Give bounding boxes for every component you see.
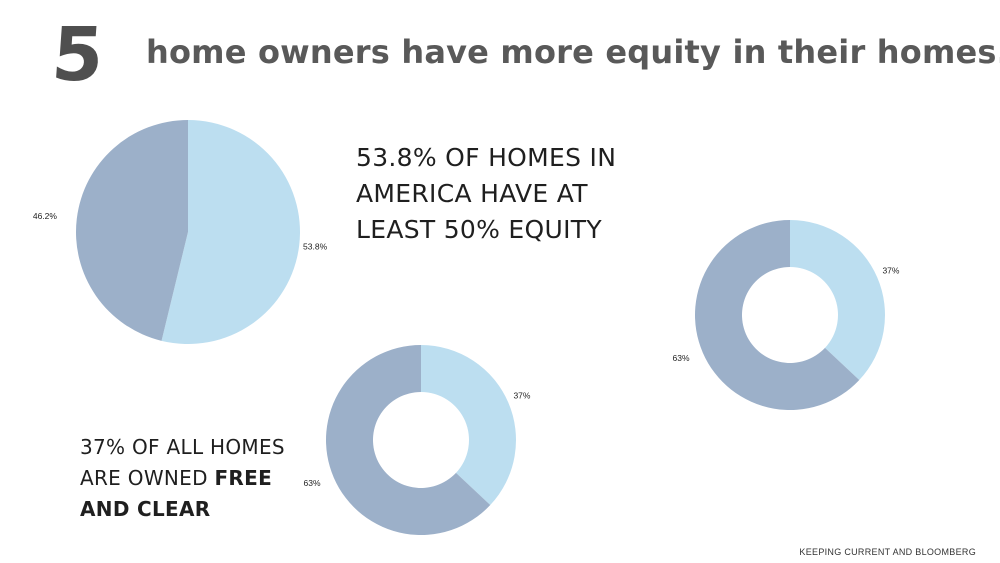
free-clear-donut-right-slice-1: [790, 220, 886, 381]
free-clear-caption-line-2: ARE OWNED FREE: [80, 463, 350, 494]
free-clear-donut-left-slice-2: [326, 345, 491, 535]
free-clear-caption-line-3: AND CLEAR: [80, 497, 211, 521]
source-credit: KEEPING CURRENT AND BLOOMBERG: [799, 547, 976, 557]
free-clear-caption: 37% OF ALL HOMES ARE OWNED FREE AND CLEA…: [80, 432, 350, 525]
equity-pie-chart-slice-2: [75, 120, 188, 341]
page-title: home owners have more equity in their ho…: [146, 33, 1000, 71]
equity-caption-line-1: 53.8% OF HOMES IN: [356, 143, 617, 172]
equity-caption-line-3: LEAST 50% EQUITY: [356, 215, 602, 244]
equity-pie-chart-label-2: 46.2%: [33, 211, 58, 221]
free-clear-donut-right-label-1: 37%: [882, 266, 899, 276]
free-clear-donut-left-label-2: 63%: [304, 478, 321, 488]
free-clear-donut-left-label-1: 37%: [513, 391, 530, 401]
free-clear-donut-right-label-2: 63%: [673, 353, 690, 363]
free-clear-donut-right-slice-2: [695, 220, 860, 410]
free-clear-donut-left: 37% 63%: [304, 345, 531, 535]
equity-caption: 53.8% OF HOMES IN AMERICA HAVE AT LEAST …: [356, 140, 686, 248]
free-clear-caption-text: ARE OWNED: [80, 466, 215, 490]
free-clear-caption-emphasis: FREE: [214, 466, 273, 490]
equity-pie-chart-label-1: 53.8%: [303, 241, 328, 251]
equity-pie-chart: 53.8% 46.2%: [33, 120, 328, 344]
free-clear-caption-line-1: 37% OF ALL HOMES: [80, 435, 285, 459]
equity-pie-chart-slice-1: [161, 120, 300, 344]
free-clear-donut-right: 37% 63%: [673, 220, 900, 410]
equity-caption-line-2: AMERICA HAVE AT: [356, 179, 588, 208]
free-clear-donut-left-slice-1: [421, 345, 517, 506]
